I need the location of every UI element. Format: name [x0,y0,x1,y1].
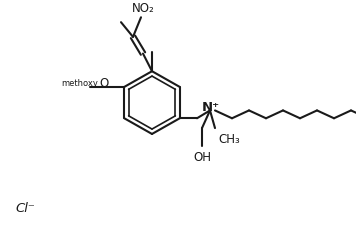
Text: CH₃: CH₃ [218,133,240,146]
Text: OH: OH [193,151,211,164]
Text: N⁺: N⁺ [202,101,220,114]
Text: Cl⁻: Cl⁻ [15,202,35,215]
Text: O: O [99,77,109,90]
Text: methoxy: methoxy [62,79,99,89]
Text: NO₂: NO₂ [132,2,155,15]
